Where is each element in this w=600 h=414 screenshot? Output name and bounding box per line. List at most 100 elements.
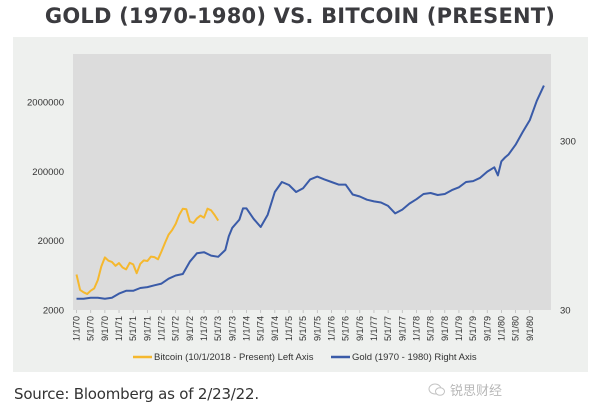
x-tick-label: 9/1/80: [525, 316, 535, 341]
data-point-gold: [104, 298, 105, 299]
data-point-gold: [409, 203, 410, 204]
series-line-gold: [76, 85, 545, 300]
legend: Bitcoin (10/1/2018 - Present) Left Axis …: [133, 352, 477, 363]
data-point-bitcoin: [108, 260, 109, 261]
data-point-gold: [402, 209, 403, 210]
data-point-bitcoin: [168, 234, 169, 235]
data-point-gold: [444, 193, 445, 194]
data-point-gold: [133, 290, 134, 291]
x-tick-label: 9/1/78: [440, 316, 450, 341]
series-layer: [75, 85, 545, 300]
data-point-gold: [536, 100, 537, 101]
x-tick-label: 5/1/77: [383, 316, 393, 341]
data-point-gold: [494, 167, 495, 168]
x-tick-label: 1/1/77: [369, 316, 379, 341]
x-tick-label: 5/1/76: [341, 316, 351, 341]
data-point-gold: [451, 189, 452, 190]
data-point-gold: [437, 194, 438, 195]
left-tick-label: 2000000: [27, 98, 64, 109]
data-point-bitcoin: [129, 262, 130, 263]
data-point-gold: [267, 214, 268, 215]
data-point-gold: [126, 290, 127, 291]
x-tick-label: 1/1/73: [199, 316, 209, 341]
data-point-gold: [175, 275, 176, 276]
data-point-gold: [246, 208, 247, 209]
data-point-gold: [487, 171, 488, 172]
data-point-bitcoin: [200, 215, 201, 216]
data-point-gold: [501, 161, 502, 162]
x-tick-label: 9/1/75: [312, 316, 322, 341]
data-point-bitcoin: [143, 260, 144, 261]
data-point-gold: [274, 191, 275, 192]
data-point-bitcoin: [179, 214, 180, 215]
data-point-gold: [529, 119, 530, 120]
data-point-gold: [189, 261, 190, 262]
data-point-gold: [366, 199, 367, 200]
data-point-gold: [310, 179, 311, 180]
data-point-bitcoin: [133, 264, 134, 265]
x-tick-label: 1/1/72: [157, 316, 167, 341]
x-tick-label: 1/1/79: [454, 316, 464, 341]
data-point-gold: [303, 188, 304, 189]
plot-area: [73, 54, 551, 310]
data-point-bitcoin: [97, 280, 98, 281]
data-point-gold: [473, 181, 474, 182]
data-point-gold: [388, 205, 389, 206]
data-point-gold: [465, 181, 466, 182]
left-axis: 2000 20000 200000 2000000: [27, 98, 64, 317]
x-tick-label: 5/1/72: [171, 316, 181, 341]
data-point-gold: [147, 286, 148, 287]
data-point-gold: [76, 298, 77, 299]
data-point-gold: [210, 255, 211, 256]
data-point-gold: [416, 199, 417, 200]
x-tick-label: 5/1/70: [86, 316, 96, 341]
watermark: 锐思财经: [428, 380, 502, 399]
x-tick-label: 1/1/74: [241, 316, 251, 341]
x-axis: 1/1/70 5/1/70 9/1/70 1/1/71 5/1/71 9/1/71 1/1/…: [72, 310, 535, 341]
data-point-bitcoin: [90, 290, 91, 291]
chart-title: GOLD (1970-1980) VS. BITCOIN (PRESENT): [44, 4, 556, 28]
source-note: Source: Bloomberg as of 2/23/22.: [14, 385, 259, 403]
data-point-gold: [352, 194, 353, 195]
data-point-gold: [168, 278, 169, 279]
data-point-bitcoin: [150, 256, 151, 257]
data-point-bitcoin: [140, 263, 141, 264]
series-line-bitcoin: [75, 207, 220, 295]
x-tick-label: 9/1/72: [185, 316, 195, 341]
data-point-gold: [480, 177, 481, 178]
data-point-gold: [317, 176, 318, 177]
data-point-bitcoin: [161, 251, 162, 252]
data-point-bitcoin: [111, 261, 112, 262]
data-point-gold: [242, 208, 243, 209]
data-point-bitcoin: [83, 292, 84, 293]
left-tick-label: 20000: [38, 236, 64, 247]
data-point-bitcoin: [196, 218, 197, 219]
data-point-bitcoin: [210, 210, 211, 211]
data-point-bitcoin: [164, 242, 165, 243]
x-tick-label: 1/1/70: [72, 316, 82, 341]
data-point-gold: [504, 157, 505, 158]
right-tick-label: 300: [560, 137, 576, 148]
x-tick-label: 1/1/80: [496, 316, 506, 341]
x-tick-label: 5/1/75: [298, 316, 308, 341]
data-point-gold: [288, 184, 289, 185]
x-tick-label: 9/1/77: [397, 316, 407, 341]
x-tick-label: 9/1/74: [270, 316, 280, 341]
data-point-bitcoin: [189, 221, 190, 222]
data-point-gold: [395, 213, 396, 214]
x-tick-label: 5/1/79: [468, 316, 478, 341]
data-point-bitcoin: [154, 257, 155, 258]
data-point-gold: [458, 187, 459, 188]
x-tick-label: 1/1/75: [284, 316, 294, 341]
x-tick-label: 1/1/76: [326, 316, 336, 341]
data-point-gold: [97, 297, 98, 298]
data-point-gold: [543, 85, 544, 86]
data-point-bitcoin: [203, 217, 204, 218]
data-point-gold: [324, 179, 325, 180]
data-point-gold: [508, 154, 509, 155]
legend-label-gold: Gold (1970 - 1980) Right Axis: [352, 352, 477, 363]
data-point-gold: [225, 249, 226, 250]
data-point-bitcoin: [182, 208, 183, 209]
data-point-gold: [140, 287, 141, 288]
